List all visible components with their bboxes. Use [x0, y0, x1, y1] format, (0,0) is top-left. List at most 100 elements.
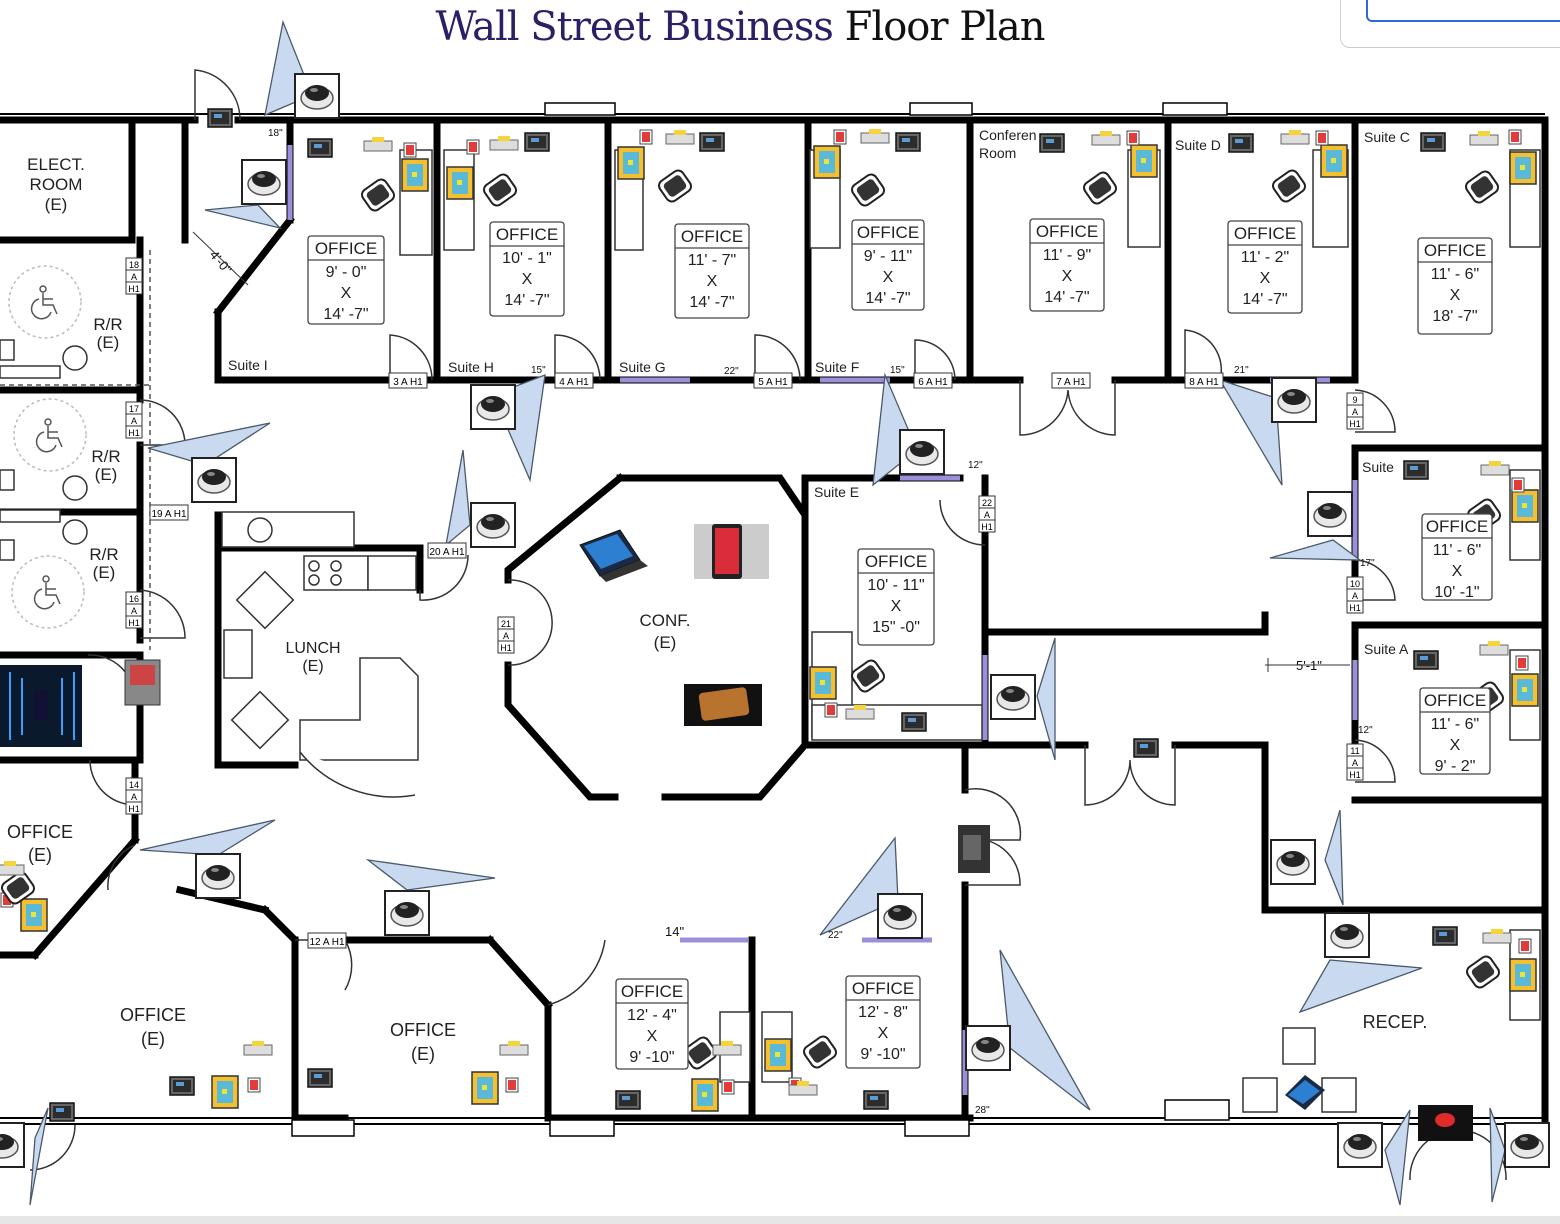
alarm-sensor-icon — [639, 129, 653, 145]
door-tags: 18AH117AH116AH114AH110AH111AH19AH122AH12… — [125, 257, 1364, 949]
office-bl-label-2: (E) — [141, 1029, 165, 1049]
door-tag-text: H1 — [1349, 419, 1361, 429]
dome-camera-icon[interactable] — [470, 384, 516, 430]
server-room-image — [0, 665, 82, 747]
door-tag-text: 7 A H1 — [1056, 377, 1086, 388]
office-dimension-box: OFFICE 9' - 0" X 14' -7" — [307, 235, 385, 325]
office-dimension-length: 9' - 2" — [1435, 758, 1476, 775]
monitor-icon — [1403, 460, 1429, 480]
door-tag: 9 A H1 — [1346, 392, 1364, 430]
dim-label: 15" — [531, 365, 546, 376]
dome-camera-icon[interactable] — [1337, 1122, 1383, 1168]
conference-room-label-2: Room — [979, 145, 1016, 161]
door-tag — [1184, 372, 1224, 389]
office-dimension-title: OFFICE — [315, 239, 377, 258]
office-dimension-title: OFFICE — [1424, 691, 1486, 710]
office-left-label-1: OFFICE — [7, 822, 73, 842]
door-tag — [388, 372, 428, 389]
badge-reader-icon — [1511, 673, 1539, 707]
office-left-label-2: (E) — [28, 845, 52, 865]
monitor-icon — [1133, 738, 1159, 758]
office-dimension-title: OFFICE — [1234, 224, 1296, 243]
dome-camera-icon[interactable] — [877, 893, 923, 939]
door-tag: 18 A H1 — [125, 257, 143, 295]
dome-camera-icon[interactable] — [1504, 1122, 1550, 1168]
laptop-icon[interactable] — [579, 529, 648, 582]
phone-icon[interactable] — [684, 684, 762, 726]
lunch-label-2: (E) — [302, 658, 323, 675]
office-dimension-title: OFFICE — [857, 223, 919, 242]
door-tag: 10 A H1 — [1346, 576, 1364, 614]
dim-label: 17" — [1360, 558, 1375, 569]
dome-camera-icon[interactable] — [294, 73, 340, 119]
accessible-icon — [8, 265, 82, 339]
badge-reader-icon — [691, 1078, 719, 1112]
door-tag-text: A — [1352, 758, 1358, 768]
office-dimension-width: 11' - 7" — [688, 252, 736, 269]
dome-camera-icon[interactable] — [1324, 912, 1370, 958]
dim-label: 14" — [665, 924, 684, 939]
badge-reader-icon — [471, 1071, 499, 1105]
dome-camera-icon[interactable] — [1271, 377, 1317, 423]
office-dimension-box: OFFICE 11' - 6" X 9' - 2" — [1419, 687, 1491, 775]
office-dimension-box: OFFICE 11' - 2" X 14' -7" — [1227, 220, 1303, 314]
door-tag-text: H1 — [1349, 603, 1361, 613]
office-dimension-title: OFFICE — [496, 225, 558, 244]
photo-icon — [958, 825, 990, 873]
door-tag: 16 A H1 — [125, 591, 143, 629]
office-dimension-length: 14' -7" — [865, 290, 910, 307]
door-tag — [554, 372, 594, 389]
dim-label: 12" — [1358, 725, 1373, 736]
suite-c-label: Suite C — [1364, 129, 1410, 145]
door-tag-text: 14 — [129, 780, 139, 790]
dome-camera-icon[interactable] — [1307, 491, 1353, 537]
badge-reader-icon — [764, 1038, 792, 1072]
monitor-icon — [307, 138, 333, 158]
door-tag-text: A — [131, 416, 137, 426]
door-tag — [1051, 372, 1091, 389]
door-tag-text: H1 — [128, 618, 140, 628]
dim-label: 12" — [968, 460, 983, 471]
office-dimension-box: OFFICE 11' - 6" X 10' -1" — [1421, 513, 1493, 601]
alarm-sensor-icon — [1511, 477, 1525, 493]
office-dimension-title: OFFICE — [852, 979, 914, 998]
dome-camera-icon[interactable] — [990, 674, 1036, 720]
door-tag-text: H1 — [128, 428, 140, 438]
alarm-button-icon[interactable] — [1418, 1105, 1473, 1141]
office-dimension-by: X — [1450, 737, 1461, 754]
door-tag-text: 19 A H1 — [151, 509, 186, 520]
rr2-label-2: (E) — [95, 465, 118, 484]
tablet-icon[interactable] — [694, 524, 769, 579]
office-dimension-length: 15" -0" — [872, 619, 920, 636]
office-dimension-by: X — [1062, 268, 1073, 285]
dome-camera-icon[interactable] — [899, 429, 945, 475]
office-dimension-box: OFFICE 11' - 9" X 14' -7" — [1029, 218, 1105, 312]
office-dimension-by: X — [647, 1028, 658, 1045]
alarm-sensor-icon — [1518, 938, 1532, 954]
dome-camera-icon[interactable] — [195, 853, 241, 899]
office-dimension-width: 11' - 6" — [1431, 716, 1479, 733]
dome-camera-icon[interactable] — [1270, 839, 1316, 885]
laptop-icon[interactable] — [1285, 1075, 1325, 1110]
furniture — [0, 149, 1541, 1113]
corner-input[interactable] — [1366, 0, 1560, 22]
dome-camera-icon[interactable] — [241, 159, 287, 205]
office-dimension-by: X — [891, 598, 902, 615]
dome-camera-icon[interactable] — [470, 502, 516, 548]
dome-camera-icon[interactable] — [0, 1122, 25, 1168]
bottom-scrollbar[interactable] — [0, 1216, 1560, 1224]
badge-reader-icon — [617, 146, 645, 180]
page-title: Wall Street Business Floor Plan — [0, 4, 1480, 50]
door-tag-text: 4 A H1 — [559, 377, 589, 388]
dimension-lines — [192, 231, 1350, 672]
dome-camera-icon[interactable] — [965, 1025, 1011, 1071]
elect-room-label-1: ELECT. — [27, 155, 85, 174]
dome-camera-icon[interactable] — [384, 890, 430, 936]
office-dimension-box: OFFICE 12' - 8" X 9' -10" — [845, 975, 921, 1069]
door-tag-text: 3 A H1 — [393, 377, 423, 388]
dome-camera-icon[interactable] — [191, 457, 237, 503]
rr3-label-2: (E) — [93, 563, 116, 582]
suite-b-label: Suite — [1362, 459, 1394, 475]
door-tag: 14 A H1 — [125, 777, 143, 815]
office-dimension-width: 10' - 1" — [502, 250, 552, 267]
